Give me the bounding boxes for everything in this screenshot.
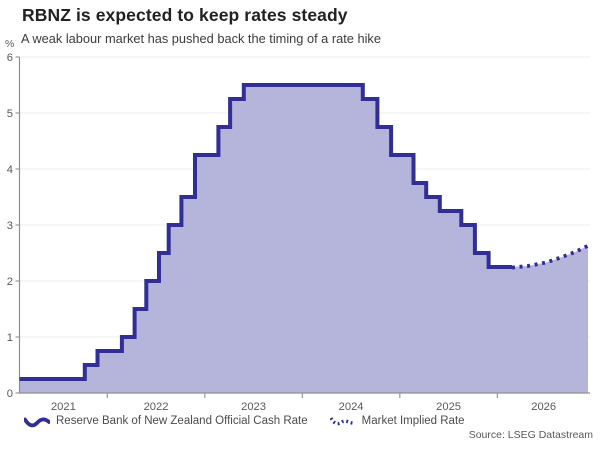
x-tick-label: 2024 xyxy=(339,401,364,413)
legend-label-market-implied-rate: Market Implied Rate xyxy=(361,415,465,427)
legend-label-official-cash-rate: Reserve Bank of New Zealand Official Cas… xyxy=(56,415,308,427)
y-axis-unit-label: % xyxy=(5,38,15,50)
y-tick-label: 4 xyxy=(7,164,13,176)
legend-item-market-implied-rate: Market Implied Rate xyxy=(329,414,465,428)
y-tick-label: 1 xyxy=(7,332,13,344)
page-title: RBNZ is expected to keep rates steady xyxy=(22,5,348,25)
official-cash-rate-line xyxy=(19,83,512,381)
y-tick-label: 0 xyxy=(7,388,13,400)
x-tick-label: 2023 xyxy=(241,401,266,413)
x-tick-label: 2021 xyxy=(51,401,76,413)
x-tick-label: 2022 xyxy=(144,401,169,413)
y-tick-label: 6 xyxy=(7,52,13,64)
chart-subtitle: A weak labour market has pushed back the… xyxy=(21,31,381,46)
y-tick-label: 3 xyxy=(7,220,13,232)
area-fill xyxy=(19,85,588,393)
dotted-wave-line-icon xyxy=(329,417,355,426)
source-attribution: Source: LSEG Datastream xyxy=(468,429,593,441)
chart-legend: Reserve Bank of New Zealand Official Cas… xyxy=(24,414,465,428)
solid-wave-line-icon xyxy=(24,417,50,428)
x-tick-label: 2025 xyxy=(436,401,461,413)
legend-item-official-cash-rate: Reserve Bank of New Zealand Official Cas… xyxy=(24,414,308,428)
x-tick-label: 2026 xyxy=(531,401,556,413)
y-tick-label: 2 xyxy=(7,276,13,288)
y-tick-label: 5 xyxy=(7,108,13,120)
